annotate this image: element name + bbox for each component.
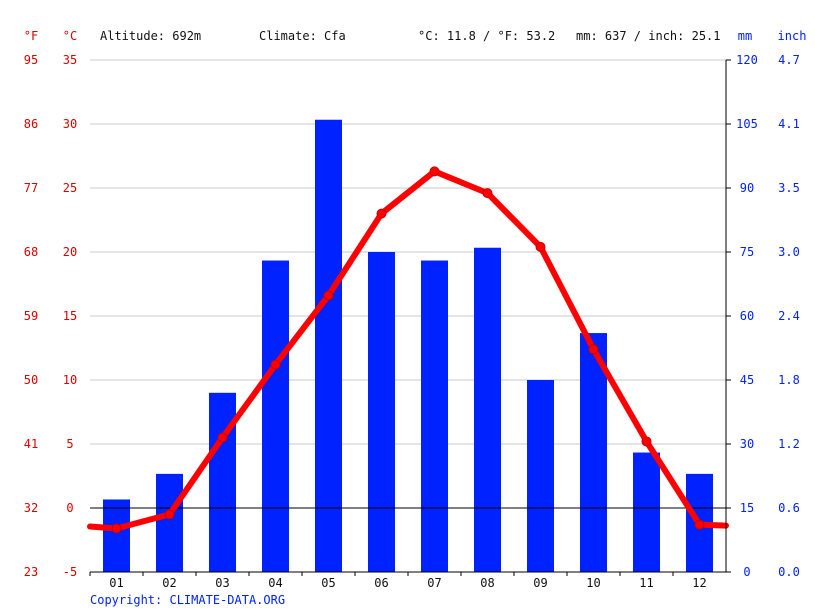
temperature-point [111,523,122,534]
tick-label-inch: 0.6 [778,501,800,515]
temperature-average-label: °C: 11.8 / °F: 53.2 [418,29,555,43]
precipitation-bar [368,252,395,572]
tick-labels: 23 -5 32 0 41 5 50 10 59 15 68 20 77 25 86 30 95 35 0 0.0 15… [24,53,800,590]
temperature-point [694,519,705,530]
tick-label-mm: 60 [740,309,754,323]
altitude-label: Altitude: 692m [100,29,201,43]
unit-inch-label: inch [778,29,807,43]
temperature-point [641,436,652,447]
tick-label-fahrenheit: 50 [24,373,38,387]
temperature-point [376,208,387,219]
temperature-point [164,509,175,520]
tick-label-inch: 1.8 [778,373,800,387]
tick-label-inch: 1.2 [778,437,800,451]
tick-label-mm: 0 [743,565,750,579]
tick-label-celsius: 25 [63,181,77,195]
tick-label-inch: 3.0 [778,245,800,259]
tick-label-celsius: -5 [63,565,77,579]
tick-label-month: 08 [480,576,494,590]
tick-label-inch: 0.0 [778,565,800,579]
tick-label-fahrenheit: 68 [24,245,38,259]
temperature-point [588,344,599,355]
tick-label-fahrenheit: 41 [24,437,38,451]
unit-mm-label: mm [738,29,752,43]
precipitation-bar [474,247,501,572]
copyright-text: Copyright: CLIMATE-DATA.ORG [90,593,285,607]
tick-label-celsius: 5 [66,437,73,451]
tick-label-fahrenheit: 95 [24,53,38,67]
temperature-point [217,432,228,443]
tick-label-month: 05 [321,576,335,590]
temperature-point [270,359,281,370]
tick-label-fahrenheit: 59 [24,309,38,323]
precipitation-bar [262,260,289,572]
tick-label-month: 12 [692,576,706,590]
tick-label-month: 07 [427,576,441,590]
precipitation-bar [421,260,448,572]
precipitation-bar [580,333,607,572]
tick-label-month: 11 [639,576,653,590]
temperature-point [429,166,440,177]
tick-label-celsius: 10 [63,373,77,387]
temperature-point [482,188,493,199]
precipitation-bar [315,119,342,572]
tick-label-mm: 30 [740,437,754,451]
unit-celsius-label: °C [63,29,77,43]
tick-label-mm: 90 [740,181,754,195]
precipitation-bar [527,380,554,572]
tick-label-month: 09 [533,576,547,590]
tick-label-celsius: 20 [63,245,77,259]
tick-label-inch: 4.1 [778,117,800,131]
tick-label-month: 03 [215,576,229,590]
tick-label-fahrenheit: 23 [24,565,38,579]
tick-label-mm: 15 [740,501,754,515]
tick-label-mm: 45 [740,373,754,387]
tick-label-inch: 3.5 [778,181,800,195]
tick-label-inch: 4.7 [778,53,800,67]
tick-label-fahrenheit: 86 [24,117,38,131]
grid-lines [90,59,726,445]
precipitation-bar [156,473,183,572]
temperature-point [535,241,546,252]
climate-label: Climate: Cfa [259,29,346,43]
precipitation-total-label: mm: 637 / inch: 25.1 [576,29,721,43]
tick-label-celsius: 0 [66,501,73,515]
temperature-line [87,168,729,532]
tick-label-month: 02 [162,576,176,590]
tick-label-celsius: 30 [63,117,77,131]
tick-label-celsius: 15 [63,309,77,323]
unit-fahrenheit-label: °F [24,29,38,43]
tick-label-celsius: 35 [63,53,77,67]
precipitation-bar [103,499,130,572]
tick-label-month: 06 [374,576,388,590]
tick-label-month: 04 [268,576,282,590]
tick-label-month: 01 [109,576,123,590]
tick-label-mm: 105 [736,117,758,131]
precipitation-bars [103,119,713,572]
tick-label-mm: 120 [736,53,758,67]
tick-label-month: 10 [586,576,600,590]
temperature-line-group [87,166,729,534]
tick-label-inch: 2.4 [778,309,800,323]
precipitation-bar [633,452,660,572]
tick-label-fahrenheit: 32 [24,501,38,515]
tick-label-fahrenheit: 77 [24,181,38,195]
temperature-point [323,290,334,301]
tick-label-mm: 75 [740,245,754,259]
